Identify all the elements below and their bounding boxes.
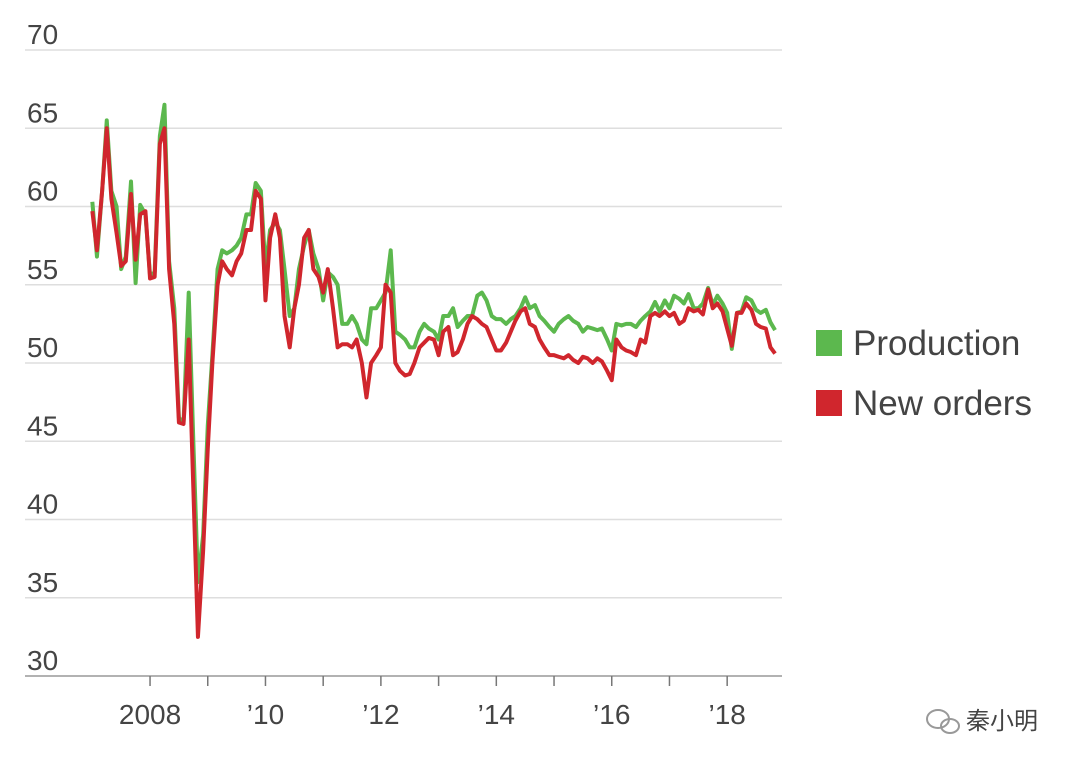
y-tick-label: 55 (27, 254, 58, 285)
y-tick-label: 65 (27, 97, 58, 128)
y-tick-label: 60 (27, 176, 58, 207)
x-tick-label: 2008 (119, 699, 181, 730)
legend-swatch (816, 330, 842, 356)
x-tick-label: ’10 (247, 699, 284, 730)
x-tick-label: ’16 (593, 699, 630, 730)
series-line (90, 126, 777, 639)
x-tick-label: ’14 (478, 699, 515, 730)
y-tick-label: 45 (27, 410, 58, 441)
y-tick-label: 40 (27, 489, 58, 520)
y-tick-label: 30 (27, 645, 58, 676)
y-tick-label: 70 (27, 19, 58, 50)
legend-swatch (816, 390, 842, 416)
x-tick-label: ’18 (708, 699, 745, 730)
x-tick-label: ’12 (362, 699, 399, 730)
y-tick-label: 35 (27, 567, 58, 598)
watermark-icon (926, 709, 960, 734)
legend-label: New orders (853, 384, 1032, 423)
watermark: 秦小明 (966, 708, 1038, 735)
y-tick-label: 50 (27, 332, 58, 363)
legend-label: Production (853, 324, 1020, 363)
